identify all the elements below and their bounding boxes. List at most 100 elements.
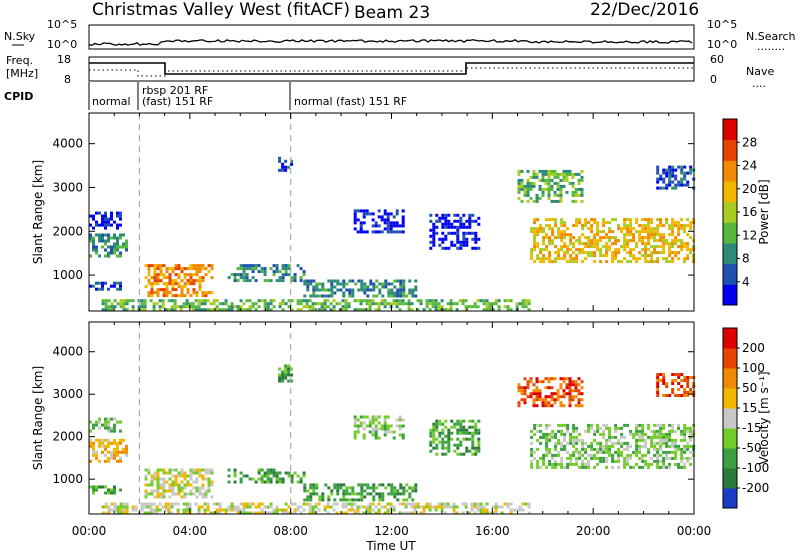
heatmap-cell (674, 174, 678, 178)
heatmap-cell (435, 425, 439, 429)
heatmap-cell (689, 165, 693, 169)
heatmap-cell (530, 227, 534, 231)
heatmap-cell (641, 230, 645, 234)
heatmap-cell (485, 305, 489, 309)
heatmap-cell (608, 450, 612, 454)
heatmap-cell (629, 227, 633, 231)
heatmap-cell (336, 486, 340, 490)
heatmap-cell (330, 288, 334, 292)
heatmap-cell (577, 181, 581, 185)
heatmap-cell (260, 299, 264, 303)
heatmap-cell (533, 450, 537, 454)
heatmap-cell (620, 227, 624, 231)
heatmap-cell (641, 453, 645, 457)
heatmap-cell (330, 294, 334, 298)
heatmap-cell (186, 282, 190, 286)
heatmap-cell (635, 432, 639, 436)
heatmap-cell (476, 502, 480, 506)
heatmap-cell (168, 267, 172, 271)
heatmap-cell (617, 248, 621, 252)
heatmap-cell (556, 175, 560, 179)
heatmap-cell (556, 389, 560, 393)
heatmap-cell (459, 225, 463, 229)
heatmap-cell (177, 492, 181, 496)
heatmap-cell (674, 453, 678, 457)
heatmap-cell (617, 227, 621, 231)
heatmap-cell (399, 282, 403, 286)
heatmap-cell (444, 237, 448, 241)
heatmap-cell (92, 447, 95, 451)
heatmap-cell (554, 432, 558, 436)
heatmap-cell (212, 308, 216, 312)
heatmap-cell (453, 219, 457, 223)
heatmap-cell (411, 288, 415, 292)
heatmap-cell (101, 302, 105, 306)
heatmap-cell (623, 447, 627, 451)
heatmap-cell (177, 273, 181, 277)
heatmap-cell (371, 427, 375, 431)
heatmap-cell (689, 456, 693, 460)
heatmap-cell (447, 443, 451, 447)
heatmap-cell (530, 441, 534, 445)
heatmap-cell (584, 236, 588, 240)
heatmap-cell (156, 474, 160, 478)
heatmap-cell (236, 511, 240, 515)
heatmap-cell (641, 459, 645, 463)
heatmap-cell (574, 383, 578, 387)
heatmap-cell (183, 486, 187, 490)
heatmap-cell (359, 415, 363, 419)
heatmap-cell (192, 273, 196, 277)
heatmap-cell (113, 248, 116, 252)
heatmap-cell (680, 239, 684, 243)
heatmap-cell (218, 308, 222, 312)
heatmap-cell (171, 285, 175, 289)
heatmap-cell (550, 187, 554, 191)
heatmap-cell (444, 216, 448, 220)
freq-label-line2: [MHz] (6, 67, 38, 80)
heatmap-cell (116, 254, 119, 258)
heatmap-cell (374, 224, 378, 228)
heatmap-cell (506, 299, 510, 303)
heatmap-cell (317, 302, 321, 306)
heatmap-cell (632, 435, 636, 439)
heatmap-cell (542, 227, 546, 231)
heatmap-cell (408, 288, 412, 292)
heatmap-cell (560, 429, 564, 433)
heatmap-cell (662, 248, 666, 252)
heatmap-cell (533, 239, 537, 243)
heatmap-cell (571, 181, 575, 185)
heatmap-cell (638, 432, 642, 436)
heatmap-cell (554, 453, 558, 457)
heatmap-cell (260, 511, 264, 515)
heatmap-cell (200, 505, 204, 509)
heatmap-cell (617, 251, 621, 255)
heatmap-cell (465, 231, 469, 235)
heatmap-cell (551, 227, 555, 231)
heatmap-cell (95, 245, 98, 249)
heatmap-cell (414, 486, 418, 490)
heatmap-cell (578, 236, 582, 240)
heatmap-cell (599, 459, 603, 463)
heatmap-cell (386, 508, 390, 512)
heatmap-cell (459, 431, 463, 435)
heatmap-cell (632, 254, 636, 258)
heatmap-cell (393, 279, 397, 283)
heatmap-cell (363, 285, 367, 289)
heatmap-cell (647, 260, 651, 264)
heatmap-cell (476, 299, 480, 303)
heatmap-cell (195, 270, 199, 274)
heatmap-cell (611, 242, 615, 246)
heatmap-cell (635, 230, 639, 234)
heatmap-cell (203, 299, 207, 303)
heatmap-cell (368, 502, 372, 506)
heatmap-cell (644, 254, 648, 258)
heatmap-cell (526, 169, 530, 173)
heatmap-cell (326, 505, 330, 509)
heatmap-cell (532, 401, 536, 405)
heatmap-cell (224, 508, 228, 512)
heatmap-cell (119, 284, 122, 288)
heatmap-cell (548, 257, 552, 261)
heatmap-cell (165, 285, 169, 289)
heatmap-cell (602, 224, 606, 228)
heatmap-cell (162, 276, 166, 280)
